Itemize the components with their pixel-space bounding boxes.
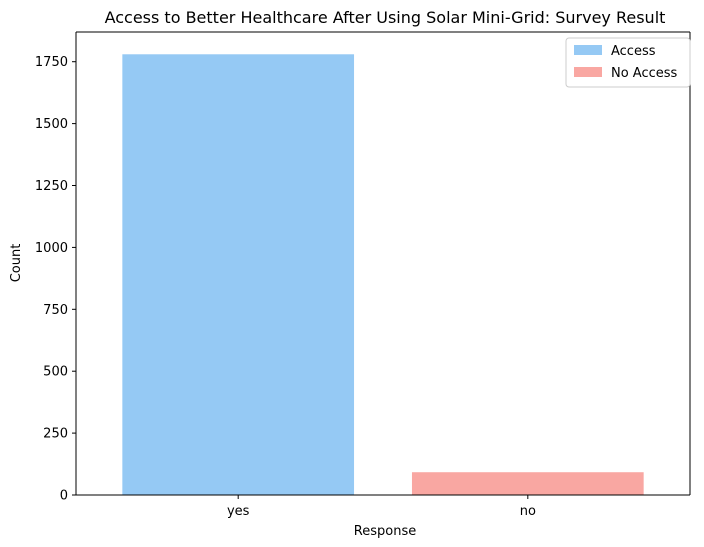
y-tick-label-1000: 1000 — [35, 241, 68, 256]
legend: Access No Access — [565, 37, 691, 88]
y-tick-label-0: 0 — [60, 489, 68, 504]
legend-swatch-access — [574, 45, 602, 55]
legend-label-access: Access — [611, 44, 656, 59]
legend-label-no-access: No Access — [611, 66, 678, 81]
plot-area — [75, 31, 691, 496]
bar-no — [411, 472, 644, 495]
legend-swatch-no-access — [574, 67, 602, 77]
y-axis: 0 250 500 750 1000 1250 1500 1750 — [35, 55, 76, 504]
y-tick-label-500: 500 — [43, 365, 68, 380]
x-axis-label: Response — [354, 524, 416, 539]
y-tick-label-750: 750 — [43, 303, 68, 318]
y-tick-label-1250: 1250 — [35, 179, 68, 194]
chart-title: Access to Better Healthcare After Using … — [105, 8, 666, 27]
y-tick-label-1500: 1500 — [35, 117, 68, 132]
axes-frame — [75, 31, 691, 496]
bar-yes — [122, 54, 355, 496]
bars — [122, 54, 644, 496]
x-tick-label-yes: yes — [227, 504, 250, 519]
y-axis-label: Count — [9, 244, 24, 283]
y-tick-label-250: 250 — [43, 427, 68, 442]
x-tick-label-no: no — [520, 504, 536, 519]
y-tick-label-1750: 1750 — [35, 55, 68, 70]
x-axis: yes no — [227, 495, 536, 519]
